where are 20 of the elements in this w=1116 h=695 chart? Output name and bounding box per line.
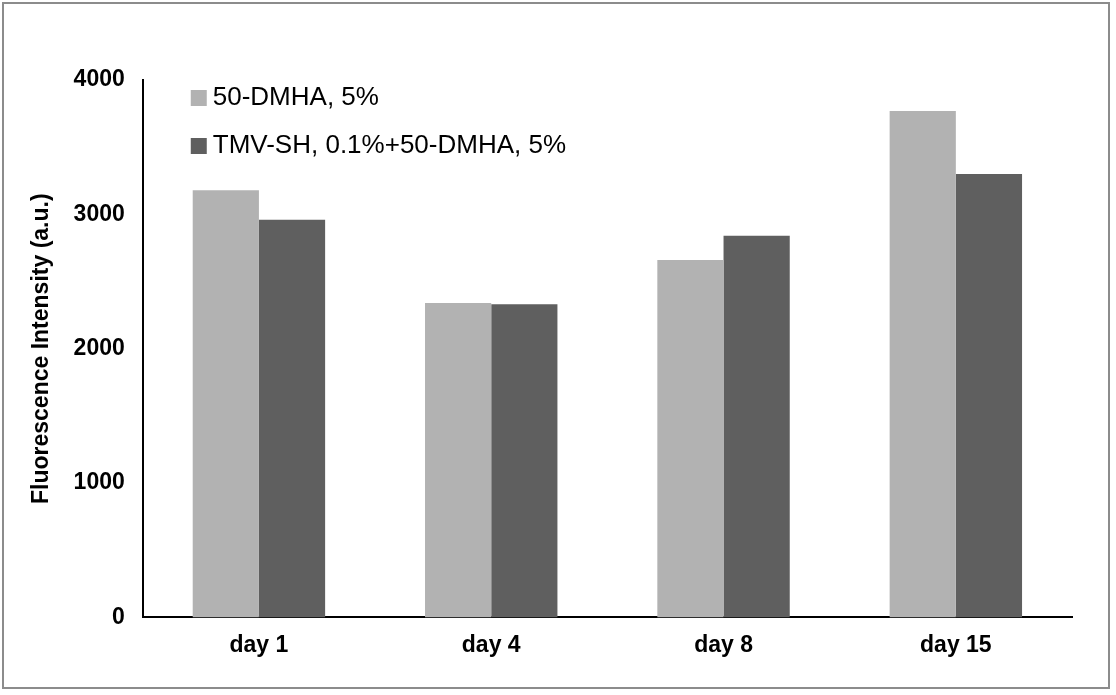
y-tick-label: 1000 xyxy=(73,468,125,495)
legend-label: 50-DMHA, 5% xyxy=(212,81,379,112)
x-tick-label: day 1 xyxy=(229,630,289,657)
bar xyxy=(192,190,259,618)
bar xyxy=(491,304,558,618)
y-tick-label: 3000 xyxy=(73,199,125,226)
x-tick-label: day 15 xyxy=(920,630,992,657)
y-tick-label: 2000 xyxy=(73,334,125,361)
bar xyxy=(258,219,326,618)
x-tick-label: day 8 xyxy=(694,630,754,657)
bar xyxy=(955,174,1023,618)
bar xyxy=(723,235,790,618)
bar xyxy=(657,260,724,618)
legend-label: TMV-SH, 0.1%+50-DMHA, 5% xyxy=(212,129,567,160)
y-tick-label: 4000 xyxy=(73,65,125,92)
bar xyxy=(889,110,956,618)
bar xyxy=(425,303,492,618)
y-tick-label: 0 xyxy=(111,602,125,629)
y-axis-title: Fluorescence Intensity (a.u.) xyxy=(27,193,54,504)
x-tick-label: day 4 xyxy=(461,630,521,657)
